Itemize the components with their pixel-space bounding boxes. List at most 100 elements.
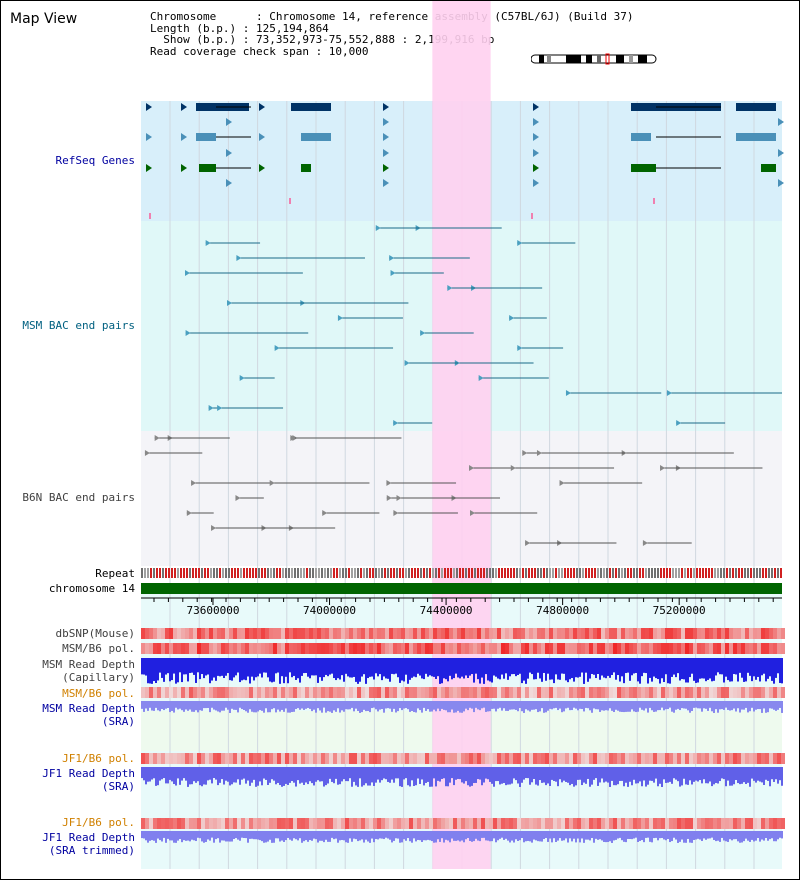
- variant-density-cell: [489, 753, 493, 764]
- variant-density-cell: [449, 643, 453, 654]
- read-depth-bar: [271, 658, 273, 683]
- variant-density-cell: [309, 628, 313, 639]
- variant-density-cell: [581, 753, 585, 764]
- read-depth-bar: [169, 767, 171, 780]
- variant-density-cell: [741, 628, 745, 639]
- read-depth-bar: [291, 701, 293, 712]
- read-depth-bar: [627, 767, 629, 787]
- variant-density-cell: [345, 753, 349, 764]
- gene-tick: [289, 198, 291, 204]
- variant-density-cell: [673, 818, 677, 829]
- read-depth-bar: [771, 767, 773, 780]
- variant-density-cell: [497, 643, 501, 654]
- read-depth-bar: [383, 767, 385, 779]
- read-depth-bar: [215, 831, 217, 840]
- variant-density-cell: [709, 818, 713, 829]
- repeat-mark: [687, 568, 689, 578]
- repeat-mark: [765, 568, 767, 578]
- variant-density-cell: [613, 753, 617, 764]
- variant-density-cell: [229, 628, 233, 639]
- read-depth-bar: [381, 658, 383, 681]
- read-depth-bar: [245, 831, 247, 839]
- read-depth-bar: [723, 767, 725, 780]
- variant-density-cell: [481, 687, 485, 698]
- read-depth-bar: [443, 701, 445, 710]
- read-depth-bar: [411, 767, 413, 781]
- variant-density-cell: [541, 753, 545, 764]
- read-depth-bar: [717, 831, 719, 841]
- read-depth-bar: [291, 831, 293, 841]
- repeat-mark: [741, 568, 743, 578]
- read-depth-bar: [623, 831, 625, 842]
- repeat-mark: [333, 568, 335, 578]
- variant-density-cell: [261, 643, 265, 654]
- read-depth-bar: [229, 701, 231, 713]
- read-depth-bar: [677, 831, 679, 843]
- read-depth-bar: [481, 767, 483, 786]
- variant-density-cell: [273, 818, 277, 829]
- read-depth-bar: [525, 701, 527, 710]
- read-depth-bar: [707, 701, 709, 711]
- read-depth-bar: [369, 701, 371, 713]
- read-depth-bar: [341, 767, 343, 782]
- repeat-mark: [330, 568, 332, 578]
- chromosome-ideogram[interactable]: [531, 53, 657, 65]
- read-depth-bar: [661, 767, 663, 787]
- variant-density-cell: [705, 628, 709, 639]
- variant-density-cell: [597, 628, 601, 639]
- variant-density-cell: [505, 753, 509, 764]
- variant-density-cell: [373, 753, 377, 764]
- read-depth-bar: [467, 658, 469, 679]
- variant-density-cell: [413, 753, 417, 764]
- read-depth-bar: [163, 658, 165, 682]
- read-depth-bar: [157, 658, 159, 681]
- read-depth-bar: [599, 831, 601, 840]
- dbsnp-label: dbSNP(Mouse): [56, 627, 135, 640]
- read-depth-bar: [429, 658, 431, 676]
- variant-density-cell: [521, 643, 525, 654]
- read-depth-bar: [221, 831, 223, 841]
- bac-end-marker: [144, 450, 150, 456]
- read-depth-bar: [765, 658, 767, 682]
- read-depth-bar: [649, 767, 651, 781]
- variant-density-cell: [545, 628, 549, 639]
- variant-density-cell: [669, 753, 673, 764]
- read-depth-bar: [679, 831, 681, 842]
- read-depth-bar: [453, 831, 455, 841]
- read-depth-bar: [347, 658, 349, 677]
- bac-end-marker: [269, 480, 275, 486]
- read-depth-bar: [765, 701, 767, 713]
- variant-density-cell: [417, 643, 421, 654]
- read-depth-bar: [235, 767, 237, 783]
- variant-density-cell: [689, 818, 693, 829]
- read-depth-bar: [441, 831, 443, 839]
- read-depth-bar: [295, 701, 297, 710]
- read-depth-bar: [241, 701, 243, 710]
- read-depth-bar: [701, 658, 703, 679]
- read-depth-bar: [457, 831, 459, 841]
- variant-density-cell: [717, 628, 721, 639]
- variant-density-cell: [161, 687, 165, 698]
- read-depth-bar: [561, 701, 563, 713]
- read-depth-bar: [761, 701, 763, 713]
- read-depth-bar: [629, 658, 631, 681]
- read-depth-bar: [599, 701, 601, 712]
- read-depth-bar: [273, 701, 275, 709]
- read-depth-bar: [689, 767, 691, 781]
- read-depth-bar: [739, 767, 741, 785]
- read-depth-bar: [145, 658, 147, 676]
- read-depth-bar: [537, 767, 539, 786]
- read-depth-bar: [303, 701, 305, 710]
- read-depth-bar: [321, 701, 323, 713]
- variant-density-cell: [349, 687, 353, 698]
- read-depth-bar: [657, 658, 659, 680]
- read-depth-bar: [629, 831, 631, 840]
- read-depth-bar: [395, 701, 397, 713]
- read-depth-bar: [201, 658, 203, 675]
- variant-density-cell: [409, 643, 413, 654]
- repeat-mark: [507, 568, 509, 578]
- variant-density-cell: [289, 818, 293, 829]
- variant-density-cell: [761, 753, 765, 764]
- read-depth-bar: [497, 767, 499, 782]
